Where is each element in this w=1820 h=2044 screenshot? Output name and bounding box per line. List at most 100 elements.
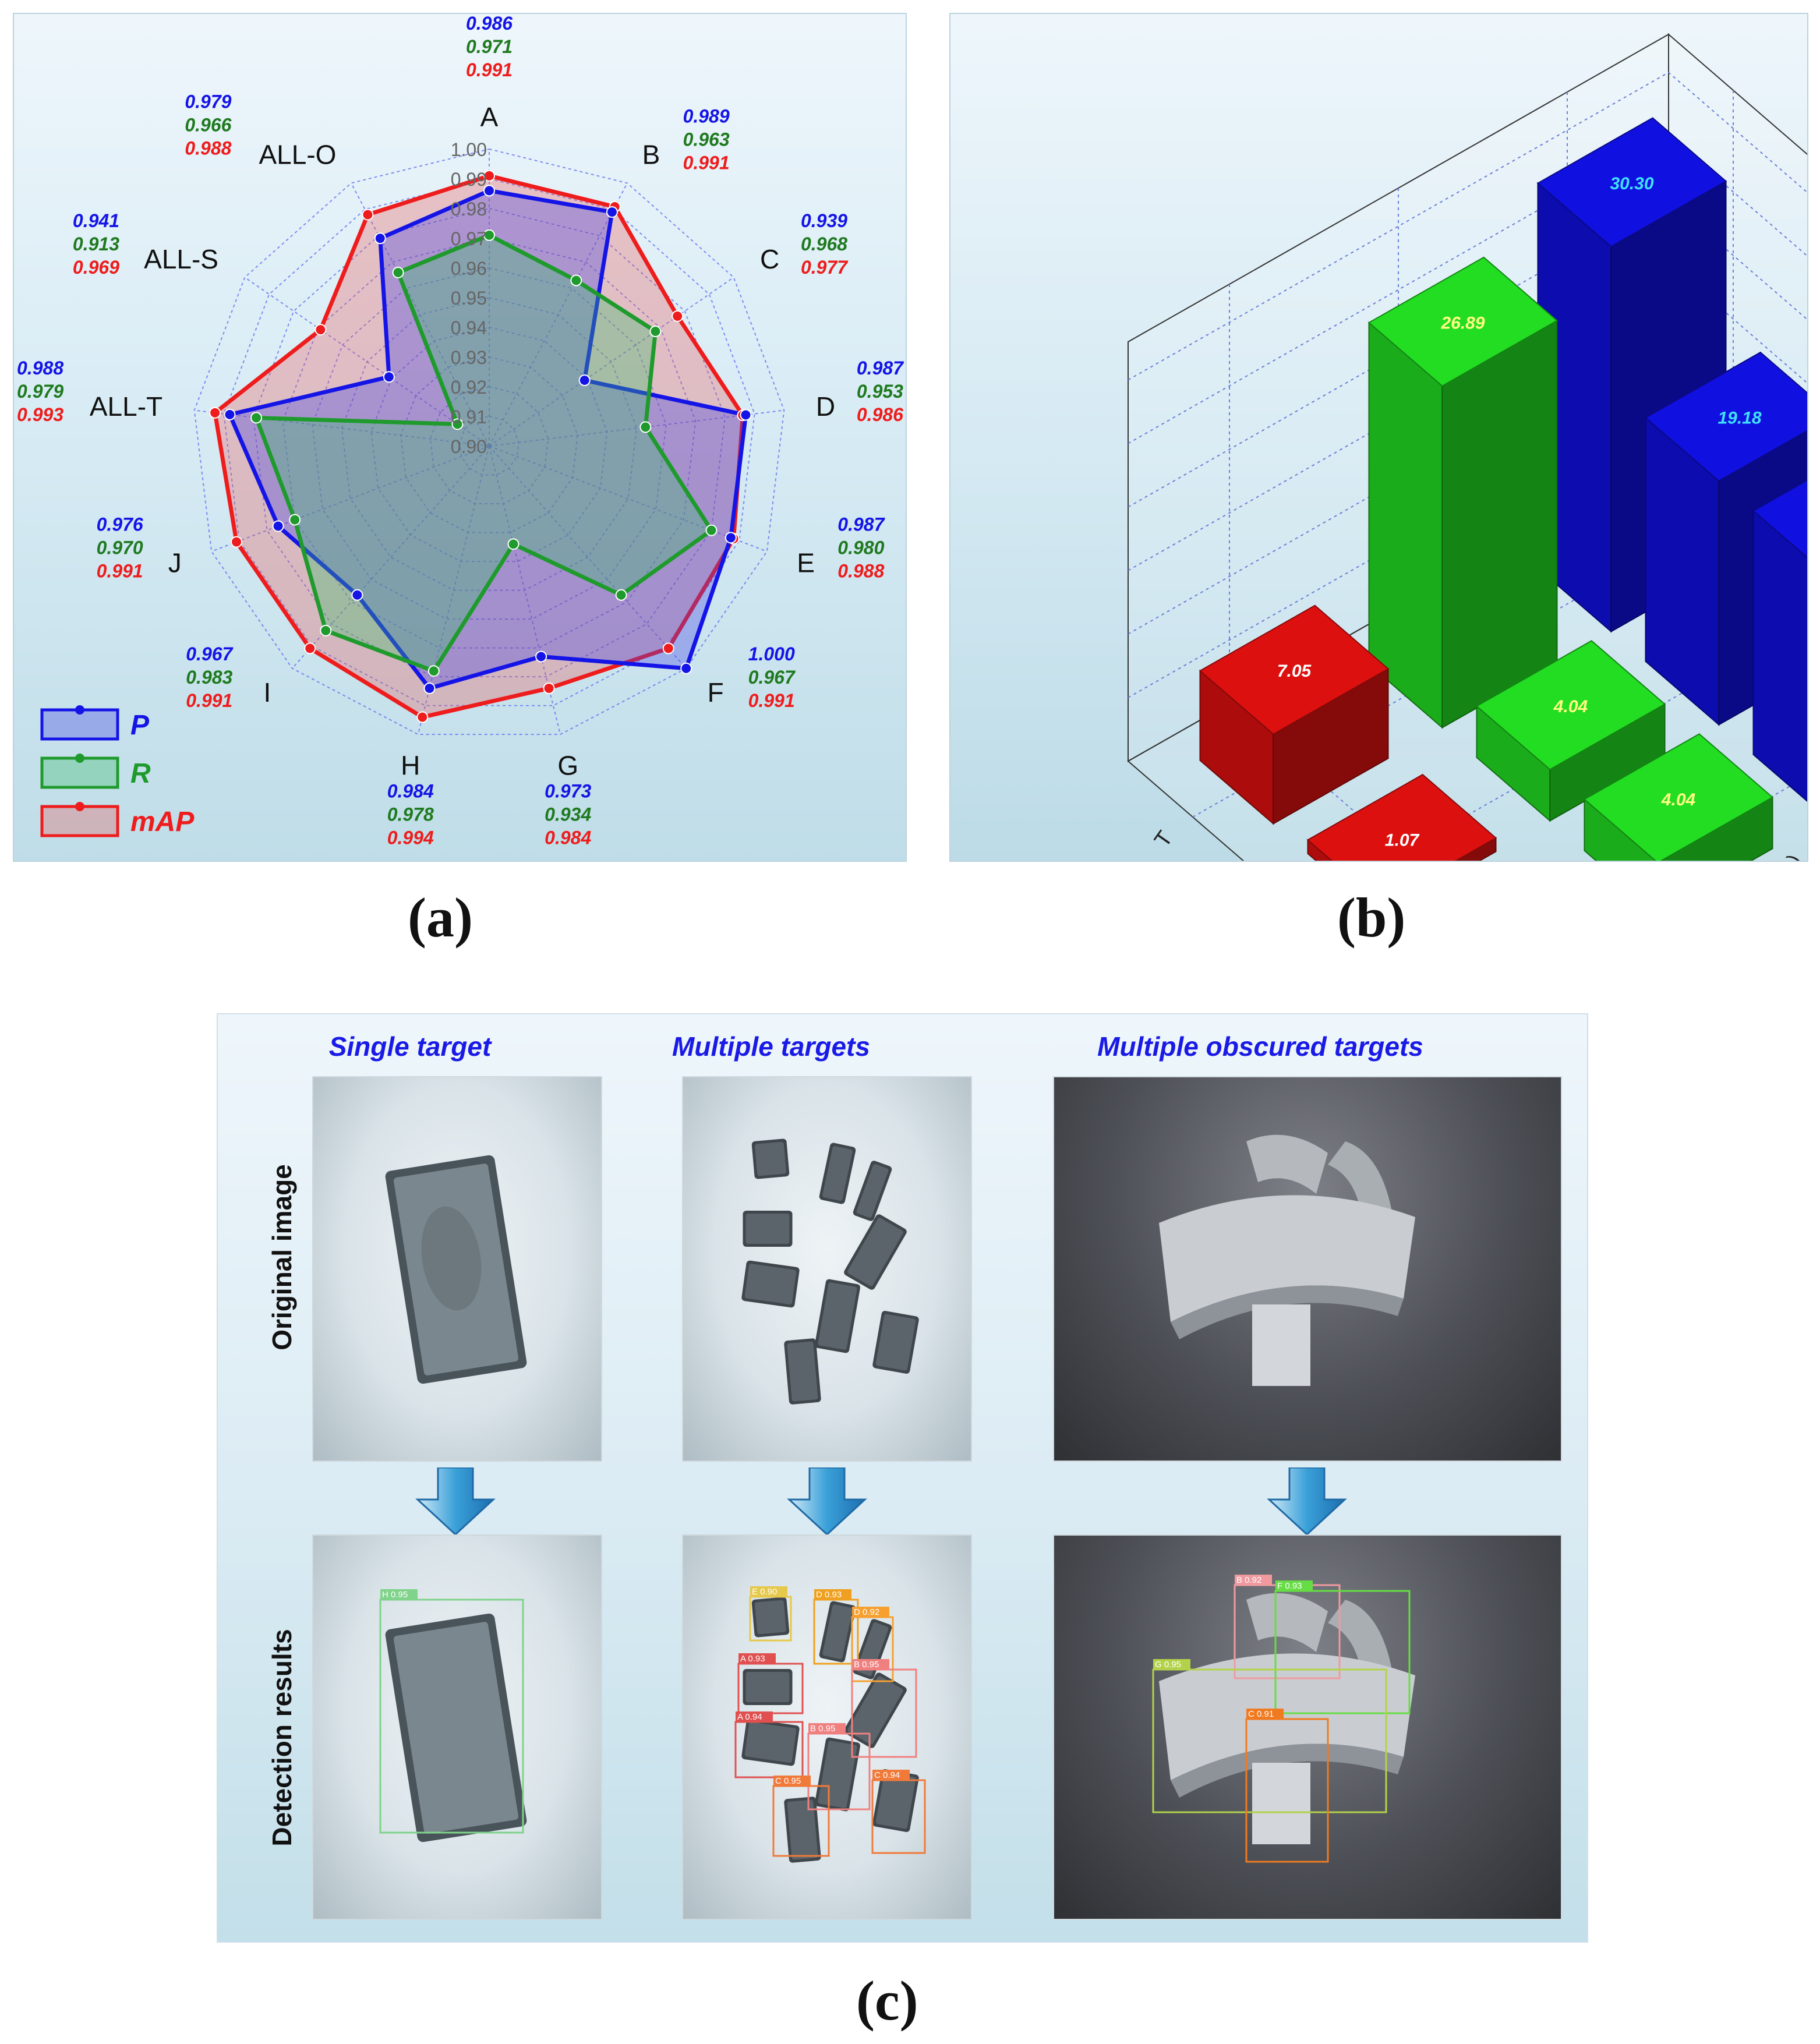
radar-spoke — [244, 277, 490, 447]
detection-label-bg — [808, 1723, 846, 1734]
radar-value-label: 0.979 — [185, 91, 231, 112]
detection-label: G 0.95 — [1155, 1660, 1181, 1670]
magnet-tile — [743, 1669, 793, 1705]
radar-spoke — [351, 182, 490, 447]
radar-point-mAP — [483, 169, 495, 182]
column-title-obscured: Multiple obscured targets — [1097, 1031, 1423, 1062]
radar-point-P — [740, 409, 752, 421]
magnet-tile-face — [787, 1799, 818, 1860]
legend-marker-R — [75, 754, 84, 763]
detection-box — [1274, 1590, 1411, 1714]
bar3d-bar-top-T — [1536, 117, 1727, 247]
radar-point-P — [272, 520, 284, 532]
detection-label: H 0.95 — [382, 1590, 408, 1600]
detection-label-bg — [736, 1711, 773, 1722]
detection-label-bg — [814, 1589, 851, 1600]
legend-marker-mAP — [75, 802, 84, 811]
radar-spoke — [489, 277, 734, 447]
radar-tick-label: 0.92 — [451, 377, 487, 398]
radar-spoke — [489, 409, 784, 447]
column-title-single: Single target — [328, 1031, 492, 1062]
bar3d-bar-O — [1752, 510, 1820, 814]
detection-box — [379, 1599, 524, 1834]
detection-label-bg — [1275, 1580, 1313, 1591]
magnet-tile — [784, 1338, 821, 1405]
legend-marker-P — [75, 705, 84, 715]
radar-category-label: G — [557, 751, 578, 781]
bar3d-model-label: T — [1150, 827, 1178, 852]
magnet-tile-face — [818, 1741, 857, 1808]
bar-magnet — [1252, 1763, 1310, 1844]
radar-spoke — [211, 445, 490, 552]
radar-point-P — [606, 206, 618, 218]
radar-point-R — [705, 524, 718, 536]
bar3d-bar-side-T — [1441, 319, 1558, 729]
detection-label-bg — [750, 1586, 787, 1597]
radar-value-label: 0.967 — [186, 643, 234, 664]
radar-grid-ring — [341, 296, 638, 591]
radar-value-label: 0.987 — [837, 514, 885, 535]
bar3d-bar-top-T — [1367, 256, 1559, 387]
legend-label-R: R — [130, 758, 151, 789]
radar-tick-label: 0.90 — [451, 436, 487, 457]
detection-label: B 0.92 — [1236, 1575, 1261, 1585]
detection-label-bg — [852, 1659, 889, 1670]
bar3d-bar-top-S — [1475, 640, 1666, 770]
radar-tick-label: 0.93 — [451, 347, 487, 368]
radar-value-label: 0.980 — [837, 537, 884, 558]
radar-value-label: 0.979 — [17, 381, 63, 402]
radar-grid-ring — [400, 356, 578, 533]
bar3d-gridline — [1128, 72, 1820, 381]
radar-point-P — [383, 371, 395, 383]
bar3d-value-label: 4.04 — [1553, 697, 1588, 716]
magnet-tile — [853, 1161, 892, 1221]
radar-point-R — [289, 514, 301, 526]
radar-category-label: B — [642, 140, 660, 170]
bar3d-value-label: 19.18 — [1717, 409, 1761, 428]
original-image-obscured — [1053, 1076, 1562, 1462]
legend-label-P: P — [130, 710, 150, 741]
radar-point-R — [639, 421, 652, 433]
bar3d-bar-top-S — [1644, 351, 1820, 482]
arc-magnet-edge — [1171, 1744, 1404, 1798]
bar3d-bar-top-O — [1583, 733, 1774, 864]
radar-value-label: 0.991 — [748, 690, 795, 711]
column-title-multiple: Multiple targets — [672, 1031, 870, 1062]
radar-value-label: 0.984 — [387, 781, 434, 802]
magnet-tile-face — [875, 1314, 916, 1371]
radar-point-mAP — [662, 642, 674, 655]
radar-value-label: 0.994 — [387, 827, 434, 848]
magnet-tile — [819, 1143, 856, 1204]
detection-label-bg — [852, 1607, 889, 1617]
radar-point-R — [615, 589, 627, 601]
arc-magnet — [1246, 1593, 1328, 1652]
magnet-tile-face — [744, 1722, 797, 1763]
radar-value-label: 0.939 — [801, 210, 847, 231]
radar-chart: 0.90 0.91 0.92 0.93 0.94 0.95 0.96 0.97 0.98 0.99… — [17, 13, 904, 848]
row-title-original: Original image — [267, 1164, 297, 1350]
radar-value-label: 0.976 — [97, 514, 143, 535]
detection-label: E 0.90 — [752, 1587, 777, 1597]
magnet-tile — [819, 1601, 856, 1663]
magnet-tile — [814, 1737, 861, 1812]
detection-label: C 0.95 — [775, 1776, 801, 1786]
magnet-tile-face — [875, 1772, 916, 1829]
detection-label-bg — [1153, 1659, 1190, 1670]
radar-point-P — [351, 589, 363, 601]
arrow-down-icon — [787, 1467, 867, 1536]
radar-value-label: 0.966 — [185, 115, 231, 136]
radar-value-label: 0.984 — [545, 827, 591, 848]
detection-label: A 0.94 — [737, 1712, 762, 1722]
arc-magnet — [1246, 1134, 1328, 1194]
radar-tick-label: 1.00 — [451, 139, 487, 160]
magnet-tile-face — [755, 1600, 786, 1635]
radar-tick-label: 0.94 — [451, 317, 487, 338]
radar-value-label: 0.973 — [545, 781, 591, 802]
detection-label: B 0.95 — [810, 1724, 835, 1734]
magnet-tile-face — [755, 1141, 786, 1176]
radar-point-R — [649, 325, 662, 337]
original-image-single — [312, 1076, 602, 1462]
radar-point-mAP — [231, 536, 243, 548]
radar-panel: 0.90 0.91 0.92 0.93 0.94 0.95 0.96 0.97 0.98 0.99… — [13, 13, 907, 862]
detection-label-bg — [773, 1776, 811, 1786]
